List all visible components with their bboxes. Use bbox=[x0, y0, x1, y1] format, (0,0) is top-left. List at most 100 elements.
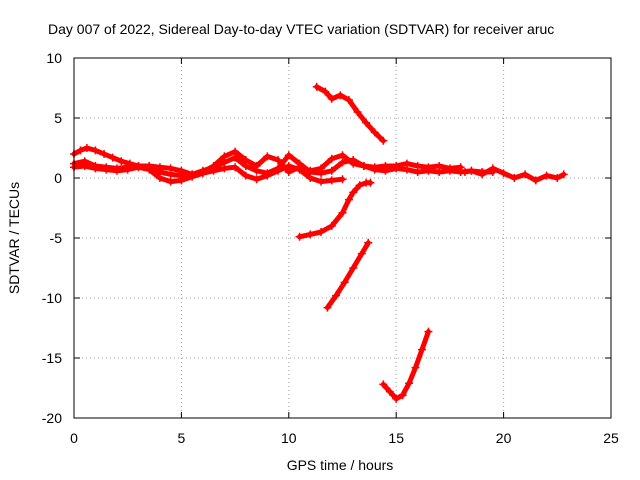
x-tick-label: 15 bbox=[388, 430, 404, 446]
data-point bbox=[317, 169, 326, 178]
x-tick-label: 0 bbox=[70, 430, 78, 446]
data-point bbox=[100, 150, 109, 158]
series-arc-tail bbox=[460, 164, 568, 185]
data-point bbox=[284, 162, 293, 170]
series-arc-a bbox=[312, 82, 388, 145]
y-tick-label: -20 bbox=[42, 410, 62, 426]
data-point bbox=[112, 166, 121, 175]
data-point bbox=[521, 170, 530, 179]
y-tick-label: 5 bbox=[54, 110, 62, 126]
data-points bbox=[70, 82, 568, 403]
data-point bbox=[91, 164, 100, 173]
data-point bbox=[445, 166, 454, 175]
data-point bbox=[338, 208, 347, 217]
data-point bbox=[295, 165, 304, 174]
data-point bbox=[499, 169, 508, 178]
data-point bbox=[460, 168, 469, 176]
data-point bbox=[510, 174, 519, 182]
data-point bbox=[327, 166, 336, 175]
data-point bbox=[340, 278, 349, 287]
data-point bbox=[364, 238, 373, 247]
data-point bbox=[417, 345, 426, 354]
data-point bbox=[411, 363, 420, 372]
series-arc-lower bbox=[70, 162, 347, 186]
data-point bbox=[559, 170, 568, 179]
axis-ticks: 0 5 10 15 20 25 -20 -15 -10 -5 0 5 10 bbox=[42, 50, 619, 446]
data-point bbox=[344, 96, 353, 104]
data-point bbox=[370, 165, 379, 174]
data-point bbox=[542, 171, 551, 180]
data-point bbox=[312, 82, 321, 91]
data-point bbox=[355, 181, 364, 190]
data-point bbox=[241, 162, 250, 170]
series-line bbox=[325, 240, 371, 311]
data-point bbox=[145, 165, 154, 174]
data-point bbox=[231, 153, 240, 162]
data-point bbox=[478, 170, 487, 179]
data-point bbox=[274, 156, 283, 164]
data-point bbox=[80, 162, 89, 170]
data-point bbox=[220, 164, 229, 173]
data-point bbox=[284, 151, 293, 160]
data-point bbox=[531, 176, 540, 185]
data-point bbox=[327, 154, 336, 163]
data-point bbox=[336, 91, 345, 100]
data-point bbox=[362, 118, 371, 127]
data-point bbox=[177, 176, 186, 185]
data-point bbox=[82, 144, 91, 152]
data-point bbox=[467, 166, 476, 175]
y-tick-label: -10 bbox=[42, 290, 62, 306]
data-point bbox=[357, 249, 366, 258]
x-tick-label: 5 bbox=[178, 430, 186, 446]
data-point bbox=[349, 188, 358, 197]
data-point bbox=[381, 166, 390, 175]
data-point bbox=[327, 176, 336, 185]
data-point bbox=[274, 166, 283, 175]
x-axis-label: GPS time / hours bbox=[287, 457, 394, 473]
data-point bbox=[398, 391, 407, 400]
data-point bbox=[488, 164, 497, 173]
x-tick-label: 10 bbox=[281, 430, 297, 446]
data-point bbox=[188, 172, 197, 181]
data-point bbox=[353, 108, 362, 116]
data-point bbox=[155, 174, 164, 182]
data-point bbox=[338, 158, 347, 167]
data-point bbox=[424, 327, 433, 336]
data-point bbox=[424, 166, 433, 175]
data-point bbox=[553, 174, 562, 182]
data-point bbox=[370, 128, 379, 137]
series-arc-d bbox=[379, 327, 433, 403]
data-point bbox=[392, 394, 401, 403]
data-point bbox=[344, 195, 353, 204]
data-point bbox=[123, 165, 132, 174]
y-tick-label: 10 bbox=[46, 50, 62, 66]
data-point bbox=[317, 228, 326, 236]
data-point bbox=[392, 164, 401, 173]
data-point bbox=[306, 174, 315, 182]
data-point bbox=[252, 166, 261, 175]
data-point bbox=[241, 171, 250, 180]
data-point bbox=[327, 222, 336, 230]
data-point bbox=[435, 168, 444, 176]
data-point bbox=[134, 163, 143, 172]
series-line bbox=[297, 180, 373, 240]
y-axis-label: SDTVAR / TECUs bbox=[6, 182, 22, 294]
data-point bbox=[385, 387, 394, 396]
chart-title: Day 007 of 2022, Sidereal Day-to-day VTE… bbox=[48, 21, 554, 37]
data-point bbox=[327, 94, 336, 103]
data-point bbox=[338, 175, 347, 184]
data-point bbox=[349, 264, 358, 272]
series-arc-c bbox=[323, 238, 373, 312]
data-point bbox=[379, 380, 388, 389]
data-point bbox=[166, 177, 175, 186]
data-point bbox=[231, 163, 240, 172]
series-line bbox=[380, 329, 431, 402]
data-point bbox=[338, 151, 347, 160]
x-tick-label: 25 bbox=[603, 430, 619, 446]
data-point bbox=[366, 178, 375, 187]
data-point bbox=[379, 136, 388, 145]
x-tick-label: 20 bbox=[496, 430, 512, 446]
data-point bbox=[198, 169, 207, 178]
data-point bbox=[252, 175, 261, 184]
